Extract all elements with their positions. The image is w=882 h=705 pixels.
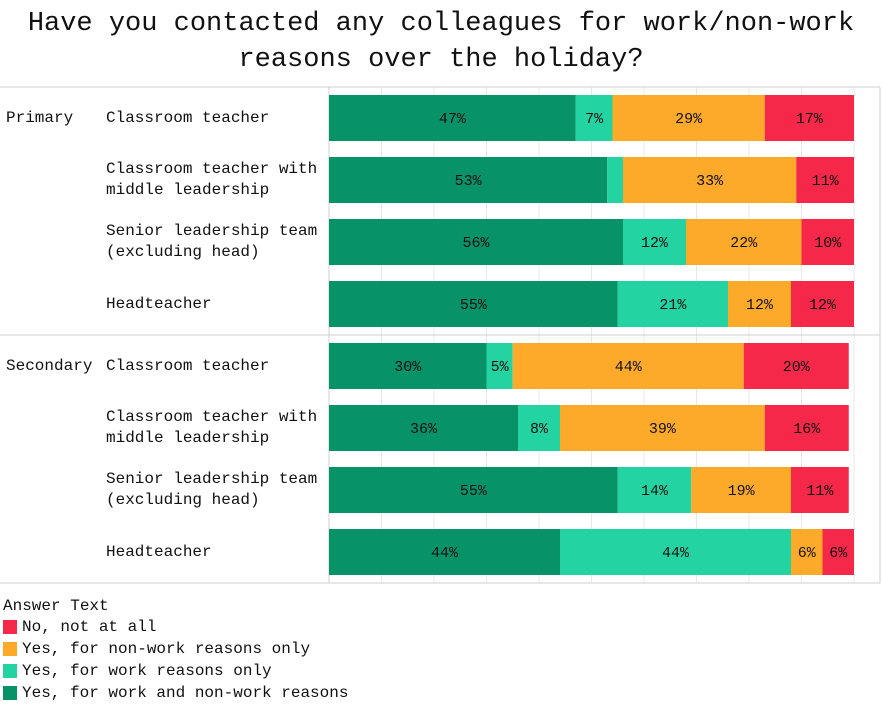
group-label: Secondary [6,356,93,375]
bar-segment [607,157,623,203]
bar-segment [329,219,623,265]
data-label: 10% [814,235,842,252]
data-label: 33% [696,173,724,190]
legend-title: Answer Text [3,597,109,615]
data-label: 21% [659,297,687,314]
data-label: 11% [812,173,840,190]
data-label: 55% [460,297,488,314]
data-label: 55% [460,483,488,500]
legend-item: Yes, for non-work reasons only [3,639,310,659]
data-label: 11% [806,483,834,500]
data-label: 56% [462,235,490,252]
category-label: Classroom teacher with middle leadership [106,408,318,447]
category-label: Classroom teacher [106,356,270,375]
bar-segment [617,467,692,513]
legend-label: Yes, for non-work reasons only [22,640,311,658]
data-label: 22% [730,235,758,252]
bar-segment [575,95,613,141]
data-label: 36% [410,421,438,438]
bar-segment [686,219,802,265]
category-label: Classroom teacher with middle leadership [106,160,318,199]
data-label: 30% [394,359,422,376]
bar-segment [329,157,608,203]
bar-segment [764,405,849,451]
legend-item: Yes, for work reasons only [3,661,272,681]
bar-segment [560,529,791,575]
bar-segment [329,529,560,575]
legend-swatch [3,686,17,700]
data-label: 6% [829,545,848,562]
category-label: Headteacher [106,542,212,561]
bar-segment [764,95,854,141]
bar-segment [486,343,513,389]
chart-title: Have you contacted any colleagues for wo… [27,9,855,75]
data-label: 19% [728,483,756,500]
bar-segment [560,405,765,451]
data-label: 44% [431,545,459,562]
category-label: Classroom teacher [106,108,270,127]
data-label: 47% [439,111,467,128]
bar-segment [801,219,854,265]
category-label: Headteacher [106,294,212,313]
bar-segment [691,467,791,513]
data-label: 53% [455,173,483,190]
bar-segment [822,529,854,575]
data-label: 6% [798,545,817,562]
bar-segment [743,343,849,389]
data-label: 12% [641,235,669,252]
bar-segment [728,281,791,327]
legend-swatch [3,642,17,656]
category-label: Senior leadership team (excluding head) [106,222,318,261]
bar-segment [329,281,618,327]
legend-label: Yes, for work reasons only [22,662,272,680]
bar-segment [796,157,854,203]
bar-segment [623,157,797,203]
legend-item: No, not at all [3,617,156,637]
bar-segment [512,343,744,389]
data-label: 12% [746,297,774,314]
bar-segment [791,529,823,575]
data-label: 16% [793,421,821,438]
bar-segment [329,343,487,389]
data-label: 39% [649,421,677,438]
data-label: 17% [796,111,824,128]
bar-segment [329,95,576,141]
data-label: 5% [491,359,510,376]
data-label: 20% [783,359,811,376]
data-label: 7% [585,111,604,128]
legend-swatch [3,620,17,634]
bar-segment [612,95,765,141]
data-label: 12% [809,297,837,314]
bar-segment [329,405,518,451]
data-label: 29% [675,111,703,128]
bar-segment [791,281,854,327]
data-label: 14% [641,483,669,500]
legend-label: No, not at all [22,618,157,636]
data-label: 8% [530,421,549,438]
data-label: 44% [662,545,690,562]
bar-segment [617,281,728,327]
bar-segment [623,219,686,265]
data-label: 44% [615,359,643,376]
legend-swatch [3,664,17,678]
bar-segment [518,405,560,451]
legend-item: Yes, for work and non-work reasons [3,683,348,703]
category-label: Senior leadership team (excluding head) [106,470,318,509]
bar-segment [329,467,618,513]
bar-segment [791,467,849,513]
group-label: Primary [6,108,74,127]
legend-label: Yes, for work and non-work reasons [22,684,349,702]
